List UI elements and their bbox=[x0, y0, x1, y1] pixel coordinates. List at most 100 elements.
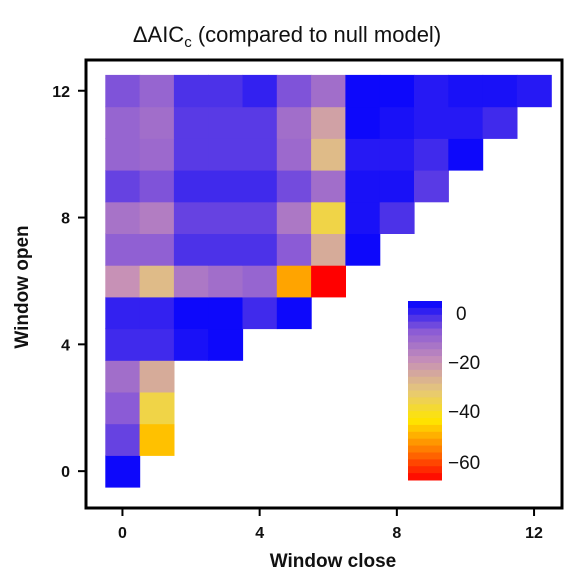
heatmap-cell bbox=[105, 170, 141, 203]
heatmap-cell bbox=[105, 106, 141, 139]
heatmap-cell bbox=[242, 106, 278, 139]
heatmap-cell bbox=[345, 201, 381, 234]
heatmap-cell bbox=[208, 201, 244, 234]
x-tick-label: 4 bbox=[255, 525, 264, 542]
heatmap-cell bbox=[208, 170, 244, 203]
x-axis-ticks: 0 4 8 12 bbox=[118, 508, 543, 542]
heatmap-cell bbox=[345, 138, 381, 171]
heatmap-cell bbox=[139, 360, 175, 393]
heatmap-cell bbox=[105, 360, 141, 393]
colorbar-swatch bbox=[408, 301, 442, 309]
colorbar-swatch bbox=[408, 424, 442, 433]
heatmap-cell bbox=[173, 265, 209, 298]
y-axis-ticks: 0 4 8 12 bbox=[52, 84, 86, 481]
colorbar-swatch bbox=[408, 342, 442, 350]
y-axis-label: Window open bbox=[12, 225, 33, 348]
heatmap-cell bbox=[173, 106, 209, 139]
heatmap-cell bbox=[105, 201, 141, 234]
heatmap-cell bbox=[139, 74, 175, 108]
heatmap-cell bbox=[345, 106, 381, 139]
heatmap-cell bbox=[276, 170, 312, 203]
heatmap-cell bbox=[105, 265, 141, 298]
colorbar-swatch bbox=[408, 376, 442, 385]
heatmap-cell bbox=[105, 423, 141, 456]
colorbar-tick-label: −20 bbox=[448, 353, 480, 374]
x-tick-label: 8 bbox=[392, 525, 401, 542]
colorbar-swatch bbox=[408, 383, 442, 391]
colorbar-swatch bbox=[408, 459, 442, 467]
x-tick-label: 0 bbox=[118, 525, 127, 542]
heatmap-cell bbox=[276, 106, 312, 139]
heatmap-cell bbox=[311, 233, 346, 266]
x-tick-label: 12 bbox=[525, 525, 543, 542]
heatmap-cell bbox=[414, 170, 449, 203]
heatmap-cell bbox=[345, 233, 381, 266]
heatmap-cell bbox=[242, 170, 278, 203]
heatmap-cell bbox=[105, 233, 141, 266]
title-rest: (compared to null model) bbox=[192, 22, 441, 47]
heatmap-cell bbox=[276, 233, 312, 266]
heatmap-cell bbox=[208, 233, 244, 266]
heatmap-cell bbox=[173, 201, 209, 234]
heatmap-cell bbox=[139, 138, 175, 171]
heatmap-cell bbox=[242, 296, 278, 330]
colorbar-tick-label: −60 bbox=[448, 453, 480, 474]
colorbar-swatch bbox=[408, 438, 442, 447]
colorbar-swatch bbox=[408, 356, 442, 364]
y-tick-label: 0 bbox=[61, 464, 70, 481]
heatmap-cell bbox=[208, 138, 244, 171]
colorbar-swatch bbox=[408, 473, 442, 481]
heatmap-cell bbox=[139, 201, 175, 234]
heatmap-cell bbox=[311, 265, 346, 298]
heatmap-cell bbox=[105, 74, 141, 108]
colorbar-tick-label: 0 bbox=[456, 304, 467, 325]
heatmap-cell bbox=[379, 138, 415, 171]
heatmap-cell bbox=[311, 201, 346, 234]
colorbar-swatch bbox=[408, 445, 442, 453]
heatmap-cell bbox=[173, 170, 209, 203]
heatmap-cell bbox=[414, 138, 449, 171]
heatmap-cell bbox=[414, 106, 449, 139]
heatmap-cell bbox=[276, 201, 312, 234]
colorbar-swatch bbox=[408, 335, 442, 343]
colorbar-swatch bbox=[408, 328, 442, 336]
heatmap-cell bbox=[105, 391, 141, 425]
heatmap-cell bbox=[311, 138, 346, 171]
heatmap-cell bbox=[379, 74, 415, 108]
plot-frame bbox=[84, 58, 564, 510]
heatmap-cell bbox=[379, 106, 415, 139]
heatmap-cell bbox=[105, 138, 141, 171]
heatmap-cell bbox=[139, 265, 175, 298]
heatmap-cells bbox=[105, 74, 552, 488]
heatmap-cell bbox=[448, 74, 484, 108]
heatmap-cell bbox=[242, 233, 278, 266]
heatmap-cell bbox=[311, 170, 346, 203]
heatmap-cell bbox=[276, 296, 312, 330]
heatmap-cell bbox=[311, 106, 346, 139]
heatmap-cell bbox=[208, 74, 244, 108]
colorbar-tick-label: −40 bbox=[448, 402, 480, 423]
colorbar-swatch bbox=[408, 314, 442, 323]
y-tick-label: 8 bbox=[61, 211, 70, 228]
colorbar-swatch bbox=[408, 466, 442, 474]
colorbar-swatch bbox=[408, 411, 442, 419]
heatmap-cell bbox=[139, 391, 175, 425]
colorbar-swatch bbox=[408, 452, 442, 460]
chart-title: ΔAICc (compared to null model) bbox=[133, 22, 441, 51]
heatmap-cell bbox=[482, 74, 518, 108]
heatmap-cell bbox=[173, 296, 209, 330]
heatmap-cell bbox=[139, 328, 175, 361]
heatmap-cell bbox=[242, 74, 278, 108]
heatmap-cell bbox=[173, 328, 209, 361]
heatmap-cell bbox=[379, 170, 415, 203]
colorbar-swatch bbox=[408, 418, 442, 426]
colorbar-swatch bbox=[408, 390, 442, 398]
heatmap-cell bbox=[208, 296, 244, 330]
heatmap-cell bbox=[414, 74, 449, 108]
heatmap-cell bbox=[139, 233, 175, 266]
colorbar-swatch bbox=[408, 321, 442, 330]
heatmap-cell bbox=[105, 328, 141, 361]
heatmap-cell bbox=[242, 138, 278, 171]
